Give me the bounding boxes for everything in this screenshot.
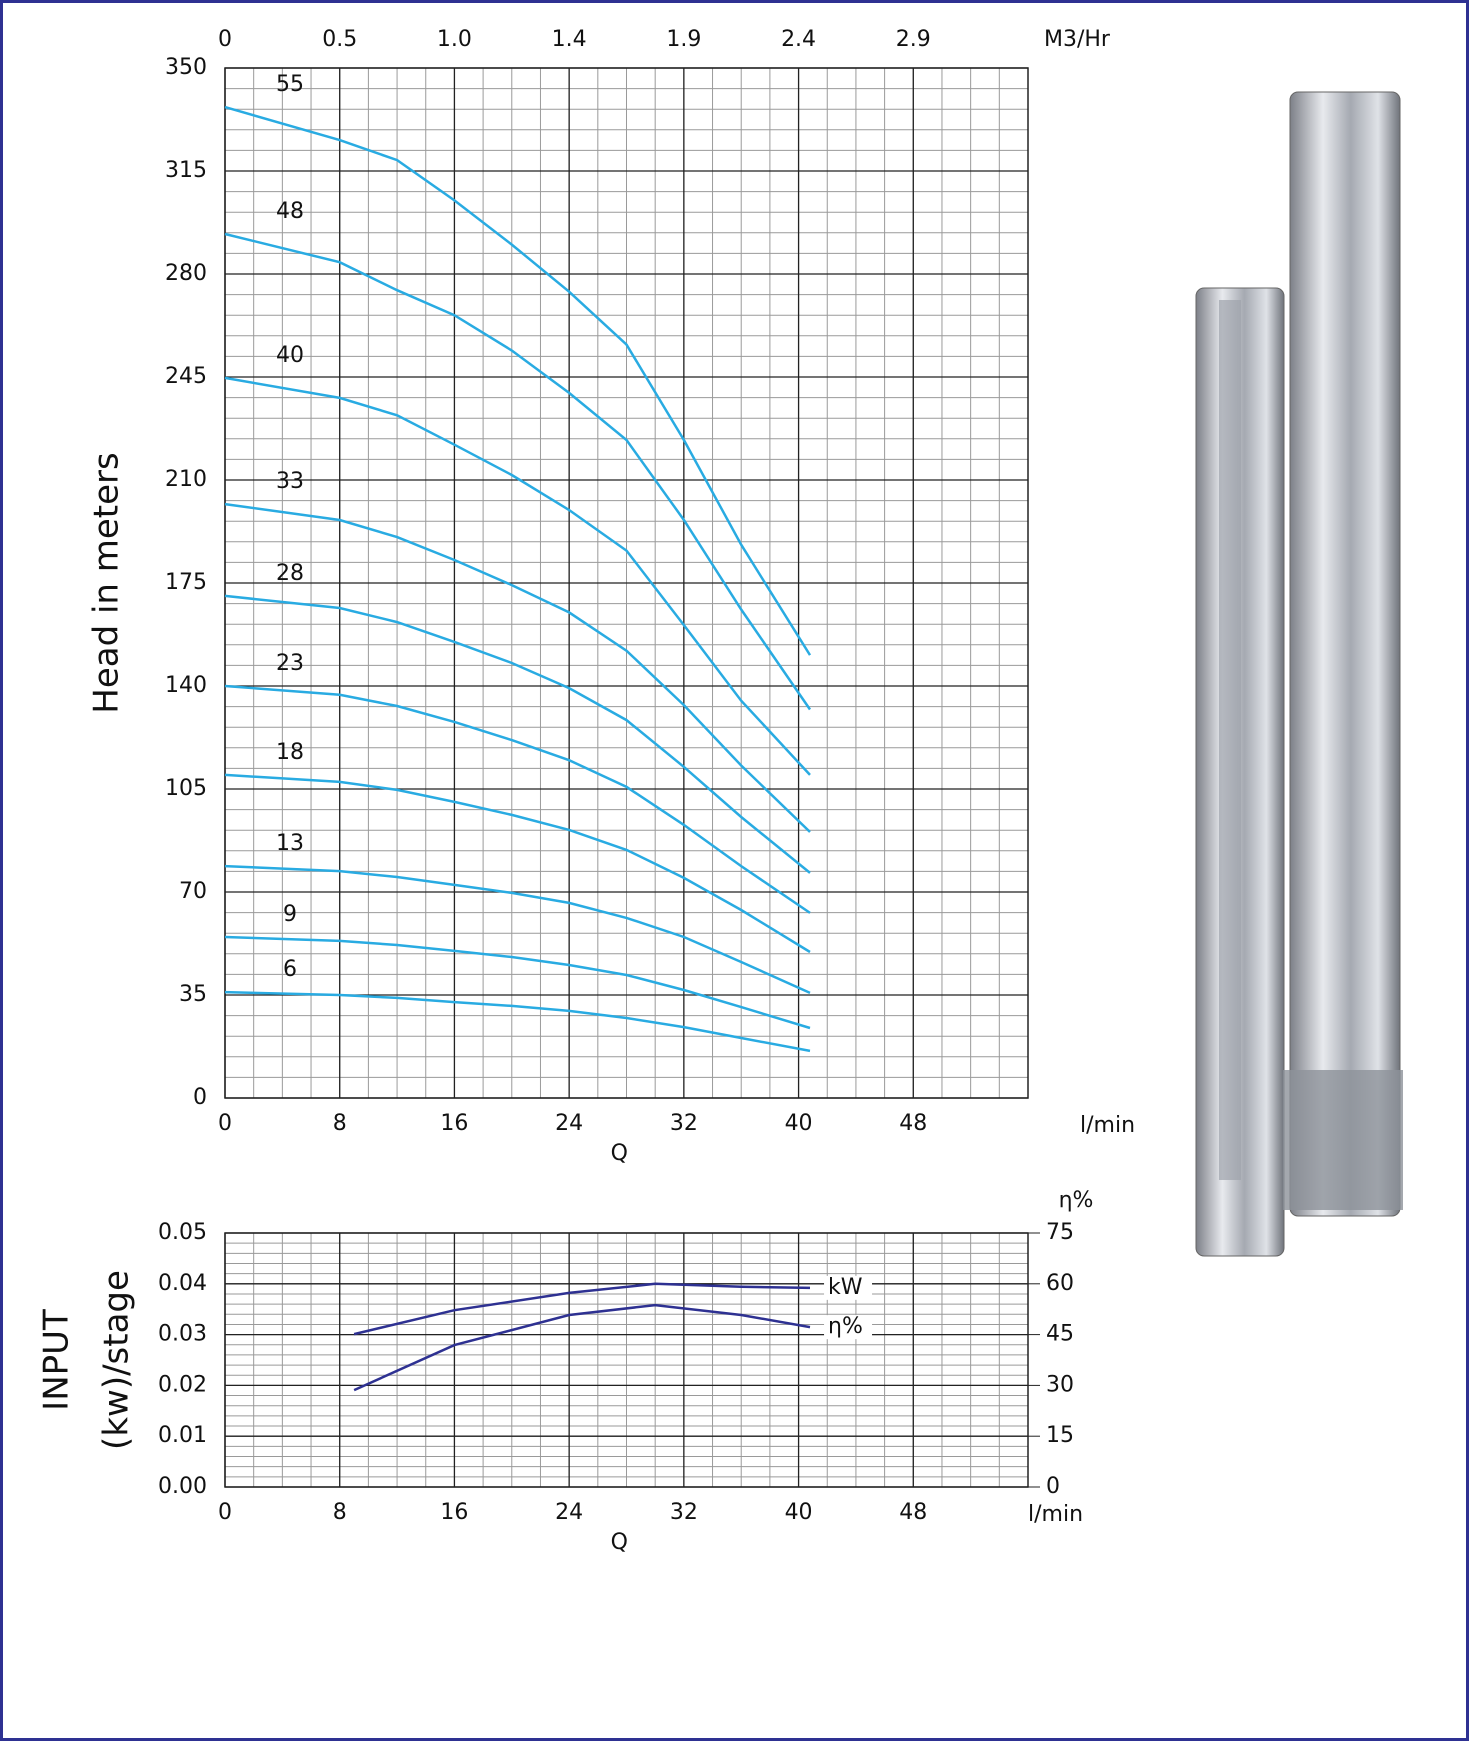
y-tick-label: 0.02 xyxy=(158,1372,207,1397)
x-tick-label: 32 xyxy=(670,1111,698,1136)
y-axis-label: Head in meters xyxy=(87,452,127,714)
x-tick-label: 16 xyxy=(440,1500,468,1525)
y-tick-label: 35 xyxy=(179,982,207,1007)
x-tick-label: 48 xyxy=(899,1500,927,1525)
series-line xyxy=(224,773,811,954)
y-tick-label: 315 xyxy=(165,158,207,183)
pump-slot xyxy=(1219,300,1241,1180)
top-tick-label: 2.4 xyxy=(781,27,816,52)
y-tick-label: 70 xyxy=(179,879,207,904)
x-tick-label: 32 xyxy=(670,1500,698,1525)
x-tick-label: 24 xyxy=(555,1111,583,1136)
y2-tick-label: 60 xyxy=(1046,1271,1074,1296)
series-line xyxy=(224,594,811,874)
y-tick-label: 105 xyxy=(165,776,207,801)
y-tick-label: 0.00 xyxy=(158,1474,207,1499)
top-tick-label: 0 xyxy=(218,27,232,52)
y-tick-label: 0.03 xyxy=(158,1322,207,1347)
y-tick-label: 280 xyxy=(165,261,207,286)
pump-large xyxy=(1289,91,1401,1217)
label-bg xyxy=(824,1315,873,1340)
series-line xyxy=(224,864,811,995)
top-tick-label: 0.5 xyxy=(322,27,357,52)
series-label: 18 xyxy=(276,740,304,765)
series-label: 6 xyxy=(283,957,297,982)
series-line xyxy=(353,1282,811,1336)
top-tick-label: 1.0 xyxy=(437,27,472,52)
y-tick-label: 175 xyxy=(165,570,207,595)
x-tick-label: 40 xyxy=(785,1500,813,1525)
series-label: η% xyxy=(828,1314,863,1339)
pump-base xyxy=(1283,1070,1403,1210)
series-line xyxy=(224,684,811,914)
y-tick-label: 350 xyxy=(165,55,207,80)
series-label: kW xyxy=(828,1275,863,1300)
series-label: 9 xyxy=(283,902,297,927)
series-label: 40 xyxy=(276,343,304,368)
series-line xyxy=(353,1303,811,1392)
y-tick-label: 0 xyxy=(193,1085,207,1110)
plot-border xyxy=(224,67,1029,1099)
y-tick-label: 0.04 xyxy=(158,1271,207,1296)
y2-axis-label: η% xyxy=(1059,1188,1094,1213)
series-line xyxy=(224,990,811,1053)
series-label: 13 xyxy=(276,831,304,856)
y-axis-label: INPUT xyxy=(37,1309,77,1411)
y2-tick-label: 75 xyxy=(1046,1220,1074,1245)
pump-illustration xyxy=(1195,91,1403,1257)
plot-border xyxy=(224,1232,1029,1488)
series-line xyxy=(224,232,812,711)
y-tick-label: 210 xyxy=(165,467,207,492)
y-tick-label: 140 xyxy=(165,673,207,698)
series-label: 28 xyxy=(276,561,304,586)
y2-tick-label: 45 xyxy=(1046,1322,1074,1347)
top-tick-label: 2.9 xyxy=(896,27,931,52)
top-tick-label: 1.9 xyxy=(666,27,701,52)
x-tick-label: 8 xyxy=(333,1500,347,1525)
top-axis-label: M3/Hr xyxy=(1044,27,1111,52)
y-tick-label: 0.01 xyxy=(158,1423,207,1448)
y-tick-label: 0.05 xyxy=(158,1220,207,1245)
x-tick-label: 8 xyxy=(333,1111,347,1136)
x-axis-unit: l/min xyxy=(1080,1113,1135,1138)
series-label: 23 xyxy=(276,651,304,676)
series-label: 33 xyxy=(276,469,304,494)
y-tick-label: 245 xyxy=(165,364,207,389)
series-label: 55 xyxy=(276,72,304,97)
y2-tick-label: 0 xyxy=(1046,1474,1060,1499)
series-label: 48 xyxy=(276,199,304,224)
x-axis-unit: l/min xyxy=(1028,1502,1083,1527)
series-line xyxy=(224,502,811,833)
y2-tick-label: 30 xyxy=(1046,1372,1074,1397)
top-tick-label: 1.4 xyxy=(552,27,587,52)
x-axis-label: Q xyxy=(611,1530,628,1555)
x-tick-label: 40 xyxy=(785,1111,813,1136)
y2-tick-label: 15 xyxy=(1046,1423,1074,1448)
x-tick-label: 0 xyxy=(218,1111,232,1136)
x-tick-label: 0 xyxy=(218,1500,232,1525)
x-tick-label: 24 xyxy=(555,1500,583,1525)
x-axis-label: Q xyxy=(611,1141,628,1166)
series-line xyxy=(224,376,811,776)
series-line xyxy=(224,105,812,656)
series-line xyxy=(224,935,811,1030)
y-axis-label: (kw)/stage xyxy=(97,1270,137,1450)
label-bg xyxy=(824,1275,873,1300)
x-tick-label: 16 xyxy=(440,1111,468,1136)
x-tick-label: 48 xyxy=(899,1111,927,1136)
